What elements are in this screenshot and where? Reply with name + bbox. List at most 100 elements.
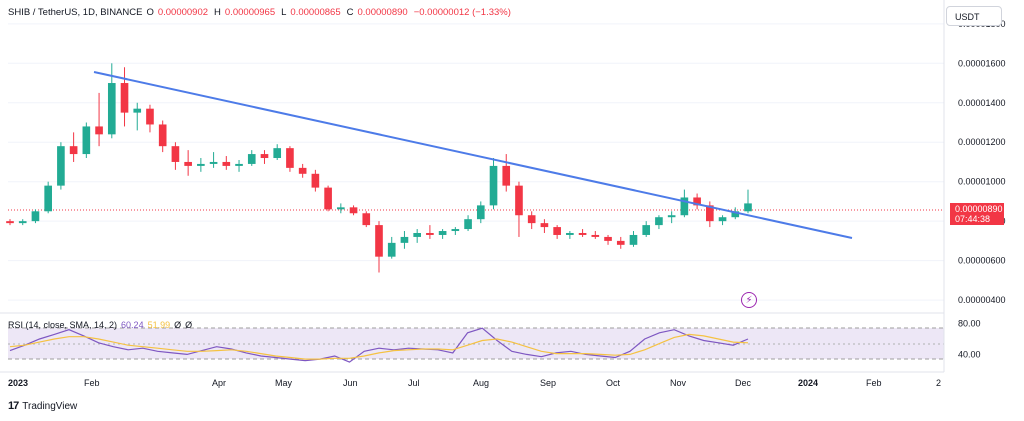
price-axis-ticks: 0.000004000.000006000.000008000.00001000… bbox=[958, 19, 1006, 305]
candle-body bbox=[31, 211, 40, 222]
candle-body bbox=[464, 219, 472, 230]
candle-body bbox=[18, 221, 27, 224]
price-tick-label: 0.00000600 bbox=[958, 256, 1006, 266]
candle-body bbox=[6, 221, 14, 224]
change-value: −0.00000012 (−1.33%) bbox=[413, 7, 511, 18]
candle-body bbox=[489, 165, 498, 206]
candle-body bbox=[273, 148, 282, 159]
rsi-extra-2: Ø bbox=[185, 320, 193, 330]
candle-body bbox=[95, 126, 103, 135]
candle-body bbox=[744, 203, 752, 212]
candle-body bbox=[438, 231, 447, 235]
time-tick-label: Feb bbox=[84, 378, 100, 388]
candle-body bbox=[82, 126, 91, 155]
time-tick-label: Aug bbox=[473, 378, 489, 388]
current-price-value: 0.00000890 bbox=[955, 204, 1003, 214]
candle-body bbox=[247, 154, 256, 164]
price-tick-label: 0.00001600 bbox=[958, 58, 1006, 68]
candle-body bbox=[578, 232, 587, 235]
price-tick-label: 0.00001400 bbox=[958, 98, 1006, 108]
candle-body bbox=[120, 83, 129, 113]
price-tick-label: 0.00001200 bbox=[958, 137, 1006, 147]
rsi-axis-ticks: 40.00 80.00 bbox=[958, 319, 981, 360]
rsi-series bbox=[9, 327, 749, 363]
time-tick-label: Dec bbox=[735, 378, 752, 388]
currency-button[interactable]: USDT bbox=[946, 6, 1002, 26]
candle-body bbox=[133, 108, 142, 113]
low-value: 0.00000865 bbox=[290, 7, 341, 18]
candle-body bbox=[311, 173, 320, 188]
tradingview-logo-icon: 17 bbox=[8, 400, 19, 412]
candle-body bbox=[171, 146, 180, 162]
symbol-label[interactable]: SHIB / TetherUS, 1D, BINANCE bbox=[8, 7, 143, 18]
brand: 17 TradingView bbox=[8, 400, 77, 412]
trendline[interactable] bbox=[93, 71, 853, 239]
candle-body bbox=[502, 165, 511, 186]
candle-body bbox=[667, 215, 676, 218]
candle-body bbox=[209, 161, 218, 164]
time-tick-label: 2 bbox=[936, 378, 941, 388]
candle-body bbox=[146, 108, 154, 125]
candle-body bbox=[400, 236, 409, 243]
candle-body bbox=[706, 205, 714, 222]
lightning-icon[interactable]: ⚡ bbox=[741, 292, 757, 308]
candle-body bbox=[616, 240, 625, 245]
time-tick-label: Feb bbox=[866, 378, 882, 388]
rsi-value: 60.24 bbox=[121, 320, 144, 330]
candle-body bbox=[553, 227, 561, 235]
time-tick-label: 2023 bbox=[8, 378, 28, 388]
candle-body bbox=[476, 205, 485, 220]
candle-body bbox=[718, 217, 727, 222]
close-value: 0.00000890 bbox=[357, 7, 408, 18]
price-tick-label: 0.00000400 bbox=[958, 295, 1006, 305]
candle-body bbox=[591, 234, 600, 237]
time-tick-label: Jun bbox=[343, 378, 358, 388]
candle-body bbox=[349, 207, 358, 214]
candle-body bbox=[298, 167, 307, 174]
candle-body bbox=[286, 148, 294, 168]
rsi-ma-line bbox=[9, 333, 749, 360]
candlestick-series bbox=[6, 63, 752, 273]
time-tick-label: Oct bbox=[606, 378, 621, 388]
candle-body bbox=[604, 236, 612, 241]
high-label: H bbox=[214, 7, 221, 18]
rsi-indicator-name[interactable]: RSI (14, close, SMA, 14, 2) bbox=[8, 320, 118, 330]
rsi-ma-value: 51.99 bbox=[147, 320, 171, 330]
open-label: O bbox=[146, 7, 154, 18]
candle-body bbox=[451, 229, 460, 232]
candle-body bbox=[337, 207, 345, 210]
candle-body bbox=[260, 154, 269, 159]
candle-body bbox=[57, 146, 65, 186]
candle-body bbox=[515, 185, 523, 216]
rsi-extra-1: Ø bbox=[174, 320, 182, 330]
candle-body bbox=[158, 124, 167, 147]
candle-body bbox=[197, 163, 205, 166]
ohlc-legend: SHIB / TetherUS, 1D, BINANCE O 0.00000902… bbox=[8, 7, 513, 18]
brand-name: TradingView bbox=[22, 400, 78, 412]
candle-body bbox=[69, 146, 78, 155]
price-grid bbox=[8, 23, 944, 301]
candle-body bbox=[540, 223, 549, 228]
time-axis-ticks: 2023 Feb Apr May Jun Jul Aug Sep Oct Nov Dec 2024 Fe… bbox=[8, 378, 941, 388]
candle-body bbox=[527, 215, 536, 224]
candle-body bbox=[324, 187, 332, 210]
close-label: C bbox=[346, 7, 354, 18]
rsi-tick-label: 40.00 bbox=[958, 349, 981, 359]
low-label: L bbox=[281, 7, 287, 18]
time-tick-label: Apr bbox=[212, 378, 226, 388]
rsi-line bbox=[9, 327, 749, 363]
candle-body bbox=[235, 163, 243, 166]
time-tick-label: 2024 bbox=[798, 378, 818, 388]
candle-body bbox=[44, 185, 52, 212]
open-value: 0.00000902 bbox=[157, 7, 209, 18]
candle-body bbox=[375, 225, 383, 257]
candle-body bbox=[629, 234, 638, 245]
candle-body bbox=[693, 197, 701, 206]
rsi-tick-label: 80.00 bbox=[958, 319, 981, 329]
candle-body bbox=[642, 225, 651, 235]
candle-body bbox=[655, 217, 663, 226]
candle-body bbox=[426, 232, 434, 235]
candle-body bbox=[731, 211, 740, 218]
candle-body bbox=[566, 232, 574, 235]
